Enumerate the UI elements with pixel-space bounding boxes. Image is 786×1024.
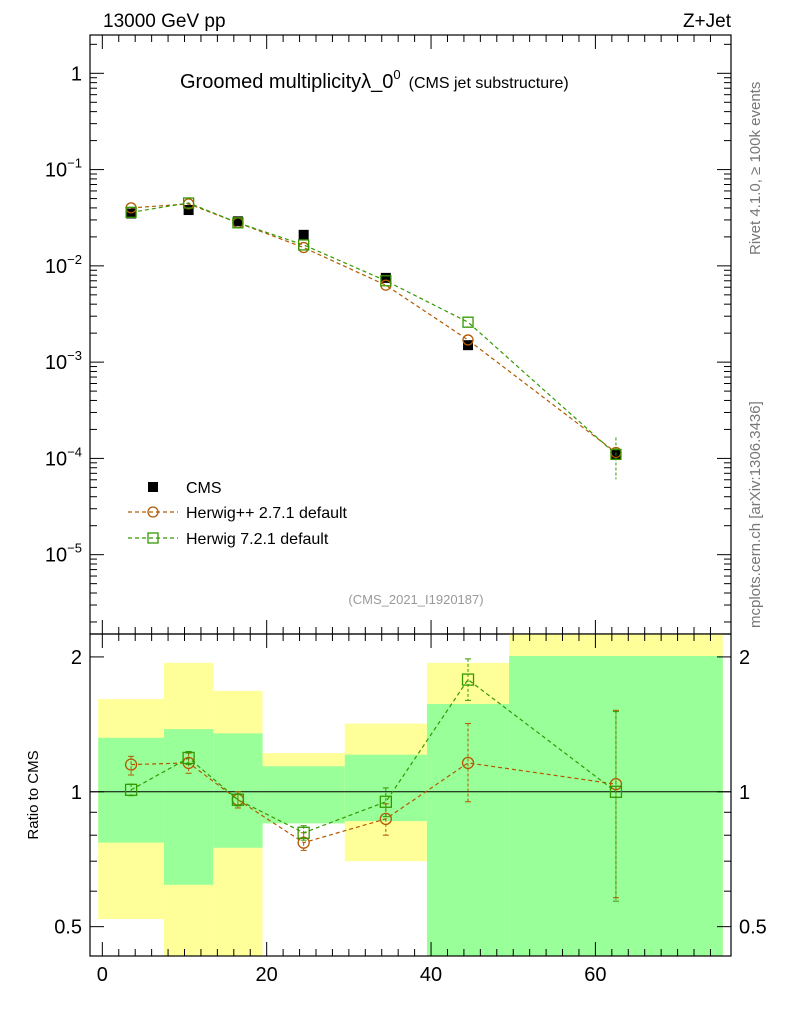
main-ytick-label-base: 10	[45, 160, 67, 182]
ratio-ytick-label-left: 1	[71, 782, 82, 804]
main-marker-herwig7	[462, 316, 474, 328]
main-ytick-label: 10−3	[45, 348, 82, 374]
main-marker-herwig7	[380, 275, 392, 287]
ratio-x-tick-labels: 0 20 40 60	[97, 964, 607, 986]
ratio-xtick-label: 20	[256, 964, 278, 986]
main-line-herwig7	[130, 202, 617, 455]
chart-title-sub: (CMS jet substructure)	[409, 75, 569, 92]
main-ytick-label-base: 10	[45, 352, 67, 374]
rivet-label: Rivet 4.1.0, ≥ 100k events	[747, 82, 764, 255]
ratio-marker-herwig7	[124, 783, 138, 796]
main-ytick-label-exp: −3	[67, 348, 82, 363]
ratio-band-green	[262, 766, 345, 824]
main-line-herwigpp	[131, 203, 617, 454]
legend-label-herwig7: Herwig 7.2.1 default	[186, 531, 329, 548]
ratio-marker-herwig7	[231, 793, 245, 806]
main-marker-herwig7	[182, 197, 195, 209]
ratio-marker-herwigpp	[379, 812, 392, 826]
main-axis-ticks	[90, 35, 731, 634]
main-y-tick-labels: 110−110−210−310−410−5	[45, 63, 82, 566]
chart-title-main: Groomed multiplicityλ_0	[180, 71, 393, 93]
main-ytick-label-exp: −2	[67, 252, 82, 267]
ratio-marker-herwigpp	[609, 778, 623, 791]
mcplots-label: mcplots.cern.ch [arXiv:1306.3436]	[747, 401, 764, 628]
legend: CMS Herwig++ 2.7.1 default Herwig 7.2.1 …	[128, 480, 348, 548]
main-ytick-label-base: 10	[45, 545, 67, 567]
ratio-ytick-label-right: 0.5	[739, 917, 767, 939]
main-marker-herwig7	[298, 239, 310, 251]
ratio-band-green	[426, 704, 510, 956]
ratio-xtick-label: 60	[584, 964, 606, 986]
ratio-marker-herwig7	[461, 673, 475, 686]
legend-entry-herwig7: Herwig 7.2.1 default	[128, 531, 329, 548]
main-marker-cms	[232, 216, 243, 227]
ratio-marker-herwig7	[297, 826, 310, 839]
ratio-marker-herwigpp	[461, 756, 475, 770]
ratio-band-green	[213, 733, 263, 848]
main-ytick-label: 10−5	[45, 541, 82, 567]
main-ytick-label-base: 10	[45, 256, 67, 278]
main-ytick-label: 10−1	[45, 156, 82, 182]
ratio-marker-herwig7	[609, 785, 623, 798]
main-marker-herwig7	[125, 206, 137, 218]
header-right: Z+Jet	[683, 11, 732, 32]
ratio-y-tick-labels: 0.5 0.5 1 1 2 2	[54, 647, 767, 939]
main-ytick-label: 10−4	[45, 444, 82, 470]
ratio-marker-herwigpp	[297, 836, 310, 849]
legend-entry-herwigpp: Herwig++ 2.7.1 default	[128, 505, 348, 522]
ratio-axis-ticks	[90, 634, 731, 956]
analysis-id: (CMS_2021_I1920187)	[348, 592, 483, 607]
legend-marker-herwig7	[147, 532, 159, 544]
main-marker-herwigpp	[462, 334, 474, 346]
header-left: 13000 GeV pp	[103, 11, 226, 32]
main-marker-herwigpp	[298, 241, 310, 254]
ratio-uncertainty-bands	[98, 634, 723, 956]
ratio-panel: 0.5 0.5 1 1 2 2 0 20 40 60 Ratio to CMS	[25, 633, 767, 986]
legend-label-herwigpp: Herwig++ 2.7.1 default	[186, 505, 348, 522]
main-marker-cms	[183, 205, 194, 216]
main-ytick-label-exp: −1	[67, 156, 82, 171]
legend-entry-cms: CMS	[148, 480, 222, 497]
main-ytick-label-exp: −5	[67, 541, 82, 556]
legend-label-cms: CMS	[186, 480, 222, 497]
main-ytick-label-base: 10	[45, 448, 67, 470]
main-panel: 110−110−210−310−410−5 Groomed multiplici…	[45, 34, 732, 635]
main-marker-cms	[380, 272, 391, 283]
ratio-ylabel: Ratio to CMS	[25, 750, 42, 839]
ratio-frame	[89, 633, 732, 957]
main-ytick-label-base: 1	[71, 63, 82, 85]
main-ytick-label-exp: −4	[67, 444, 82, 459]
ratio-ytick-label-right: 1	[739, 782, 750, 804]
ratio-series	[124, 658, 623, 902]
main-series	[125, 197, 622, 480]
ratio-ytick-label-left: 2	[71, 647, 82, 669]
main-marker-cms	[298, 229, 309, 240]
chart-title: Groomed multiplicityλ_00 (CMS jet substru…	[180, 67, 569, 93]
legend-marker-cms	[148, 482, 158, 492]
main-marker-herwig7	[232, 217, 244, 229]
main-ytick-label: 1	[71, 63, 82, 85]
ratio-xtick-label: 0	[97, 964, 108, 986]
chart-title-sup: 0	[393, 67, 400, 82]
ratio-xtick-label: 40	[420, 964, 442, 986]
ratio-ytick-label-left: 0.5	[54, 917, 82, 939]
legend-marker-herwigpp	[147, 506, 159, 518]
ratio-marker-herwig7	[379, 795, 392, 808]
main-ytick-label: 10−2	[45, 252, 82, 278]
ratio-ytick-label-right: 2	[739, 647, 750, 669]
ratio-marker-herwig7	[182, 751, 195, 765]
ratio-marker-herwigpp	[124, 758, 138, 771]
